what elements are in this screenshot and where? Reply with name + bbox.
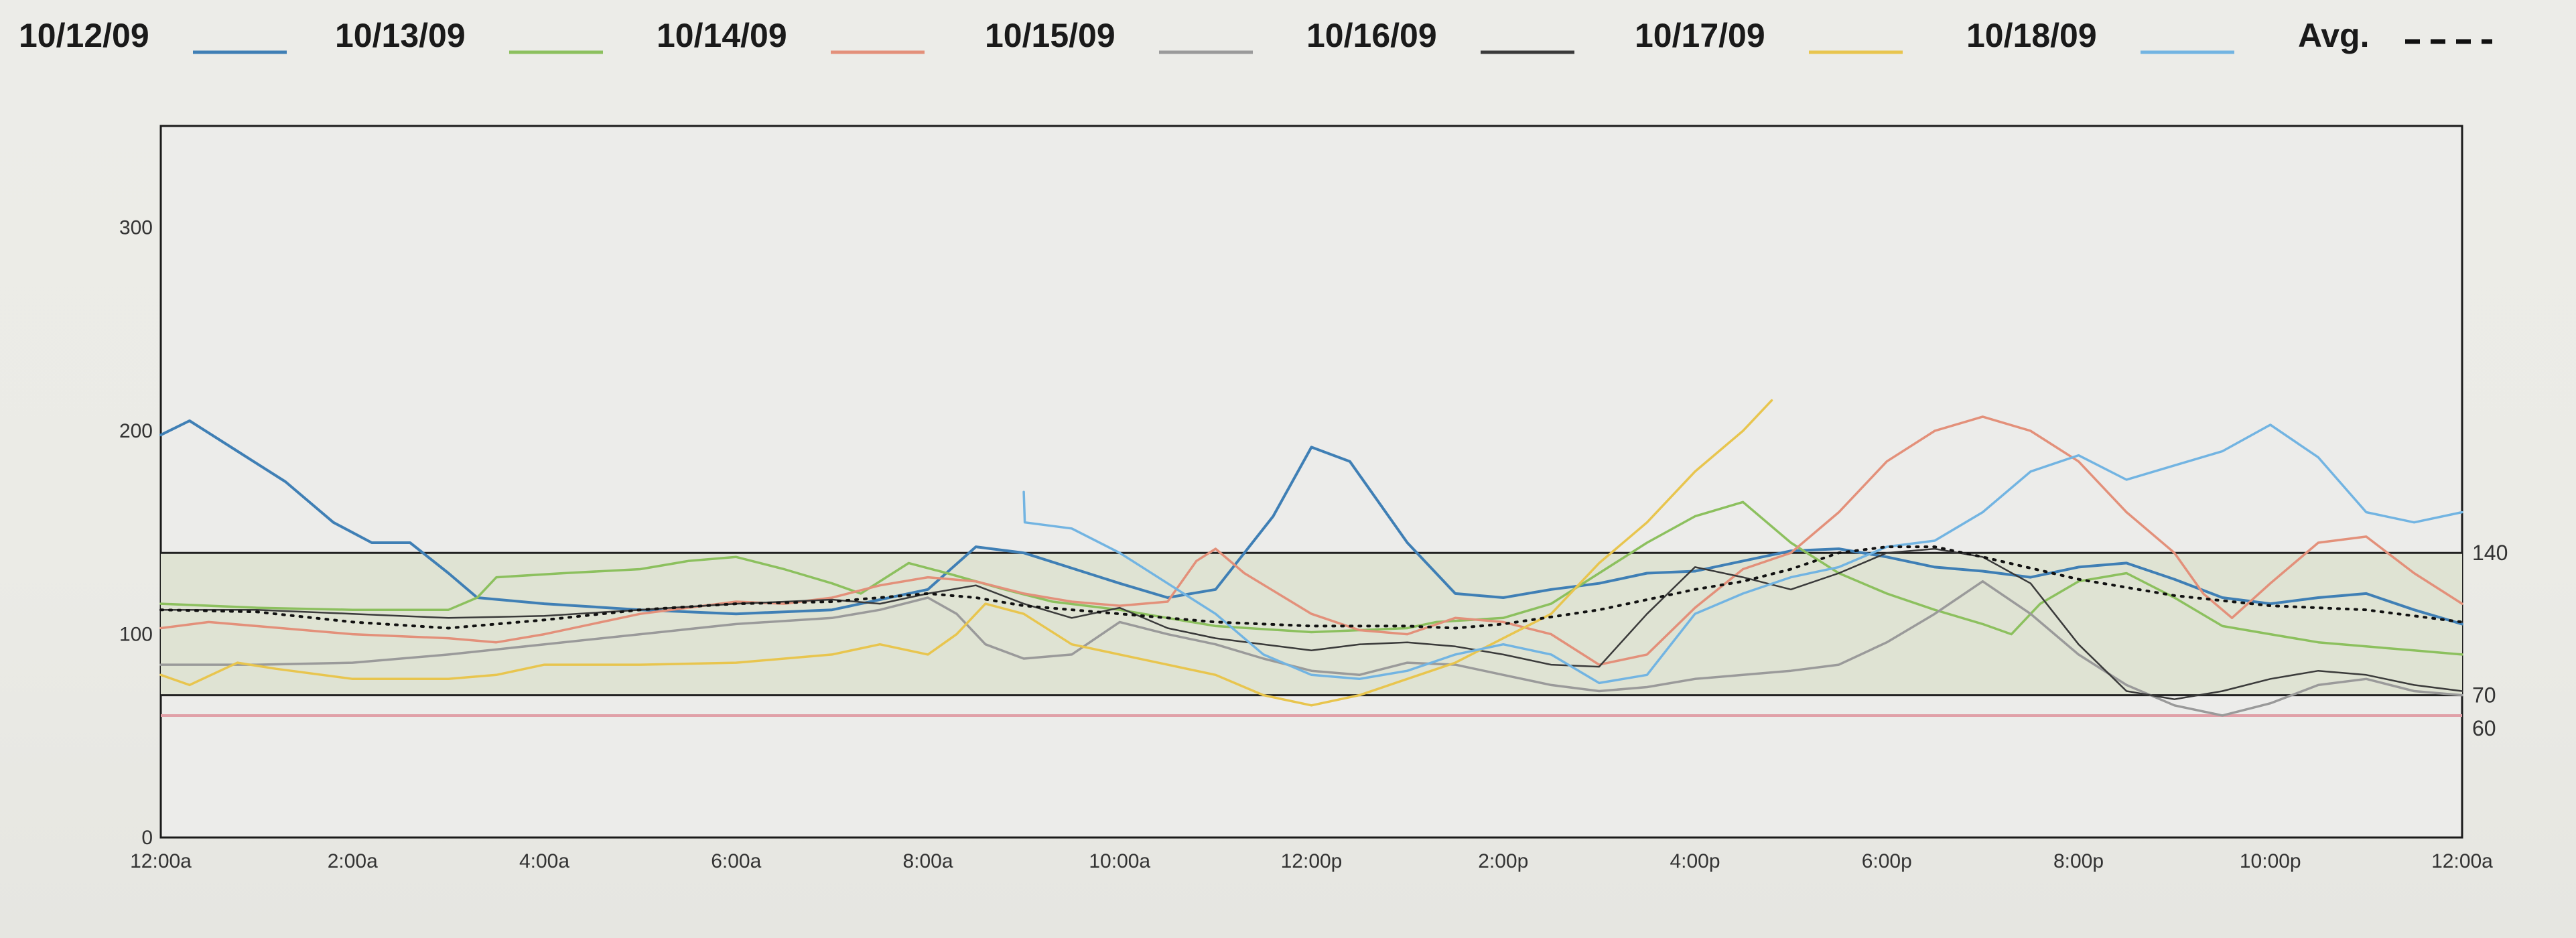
legend-item: 10/13/09 [335,17,603,54]
series-line-10-15-09 [159,580,2463,717]
target-high-label: 140 [2472,541,2508,565]
y-tick-label: 200 [119,420,153,442]
series-line-10-13-09 [159,500,2463,656]
legend-label: 10/13/09 [335,17,466,54]
x-tick-label: 6:00p [1862,850,1912,872]
legend-item: 10/12/09 [19,17,287,54]
y-axis-ticks: 0 100 200 300 [119,217,153,849]
x-tick-label: 10:00a [1089,850,1150,872]
x-tick-label: 8:00a [902,850,953,872]
legend-label: 10/12/09 [19,17,149,54]
legend-item: 10/17/09 [1635,17,1903,54]
y-tick-label: 0 [141,827,153,849]
legend-label: Avg. [2298,17,2370,54]
legend-item: Avg. [2298,17,2492,54]
x-tick-label: 12:00a [2431,850,2493,872]
x-tick-label: 4:00a [519,850,569,872]
x-tick-label: 2:00a [328,850,378,872]
y-tick-label: 100 [119,624,153,646]
series-line-10-18-09 [1022,423,2463,685]
legend-item: 10/16/09 [1306,17,1574,54]
x-tick-label: 6:00a [711,850,761,872]
x-tick-label: 2:00p [1478,850,1528,872]
series-line-avg- [159,545,2463,630]
x-tick-label: 12:00a [130,850,192,872]
legend-label: 10/15/09 [985,17,1115,54]
x-tick-label: 4:00p [1670,850,1720,872]
x-axis-ticks: 12:00a 2:00a 4:00a 6:00a 8:00a 10:00a 12:00p 2:… [130,850,2493,872]
y-tick-label: 300 [119,217,153,239]
legend-label: 10/17/09 [1635,17,1765,54]
legend-item: 10/15/09 [985,17,1253,54]
x-tick-label: 8:00p [2053,850,2104,872]
legend-label: 10/18/09 [1966,17,2097,54]
x-tick-label: 12:00p [1281,850,1343,872]
low-threshold-label: 60 [2472,716,2496,740]
series-layer [159,399,2463,717]
target-low-label: 70 [2472,683,2496,708]
plot-frame [159,125,2463,839]
legend-item: 10/14/09 [657,17,925,54]
legend-label: 10/16/09 [1306,17,1437,54]
x-tick-label: 10:00p [2240,850,2301,872]
chart-legend: 10/12/09 10/13/09 10/14/09 10/15/09 10/16/09… [19,17,2492,54]
legend-item: 10/18/09 [1966,17,2234,54]
series-line-10-12-09 [159,419,2463,626]
legend-label: 10/14/09 [657,17,787,54]
